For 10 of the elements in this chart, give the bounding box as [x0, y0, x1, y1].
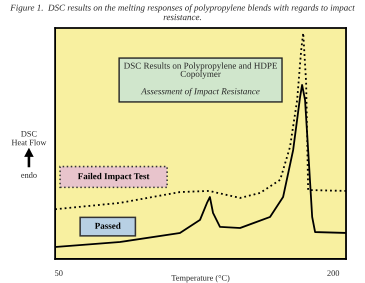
x-tick-label: 200	[327, 270, 340, 276]
series-label: Failed Impact Test	[78, 172, 150, 182]
chart-title: Figure 1. DSC results on the melting responses of polypropylene blends with regards to impact resistance.	[10, 4, 355, 20]
y-axis-title: DSC Heat Flow	[12, 130, 46, 146]
annotation: DSC Results on Polypropylene and HDPE Copolymer	[124, 62, 277, 79]
x-axis-title: Temperature (°C)	[171, 274, 230, 282]
series-label: Passed	[94, 222, 121, 229]
x-tick-label: 50	[55, 270, 63, 276]
annotation: Assessment of Impact Resistance	[140, 88, 260, 96]
text: endo	[21, 172, 37, 178]
